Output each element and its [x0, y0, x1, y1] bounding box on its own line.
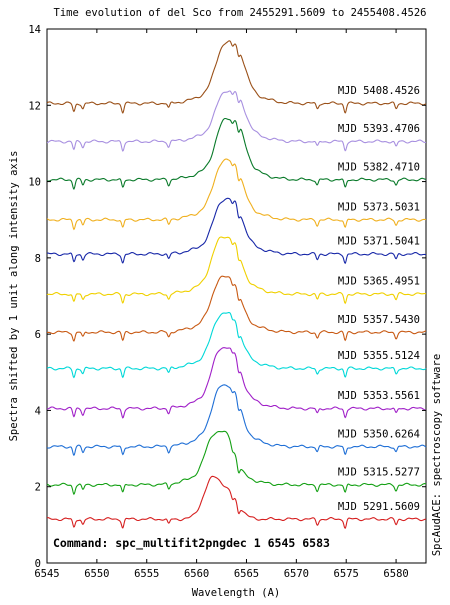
x-axis-ticks: 6545 6550 6555 6560 6565 6570 6575 6580 [34, 29, 409, 580]
x-tick-label: 6580 [383, 568, 408, 580]
chart-title: Time evolution of del Sco from 2455291.5… [54, 7, 427, 19]
spectrum-line-10 [46, 117, 427, 190]
x-tick-label: 6550 [84, 568, 109, 580]
y-axis-ticks: 0 2 4 6 8 10 12 14 [28, 24, 426, 570]
series-label-layer: MJD 5291.5609 MJD 5315.5277 MJD 5350.6264 M… [338, 85, 420, 513]
series-label-10: MJD 5382.4710 [338, 161, 420, 173]
y-tick-label: 6 [35, 329, 41, 341]
y-tick-label: 0 [35, 558, 41, 570]
spectrum-line-9 [46, 158, 427, 231]
y-tick-label: 4 [35, 405, 41, 417]
y-tick-label: 10 [28, 177, 41, 189]
series-label-3: MJD 5350.6264 [338, 428, 420, 440]
series-label-1: MJD 5291.5609 [338, 501, 420, 513]
software-credit-label: SpcAudACE: spectroscopy software [431, 354, 443, 556]
spectrum-line-8 [47, 197, 427, 265]
y-tick-label: 8 [35, 253, 41, 265]
series-label-6: MJD 5357.5430 [338, 314, 420, 326]
x-tick-label: 6565 [234, 568, 259, 580]
spectrum-line-5 [46, 311, 427, 379]
spectrum-line-1 [46, 475, 426, 530]
series-label-11: MJD 5393.4706 [338, 123, 420, 135]
x-tick-label: 6555 [134, 568, 159, 580]
spectrum-line-7 [46, 236, 427, 305]
y-tick-label: 12 [28, 100, 41, 112]
y-tick-label: 2 [35, 482, 41, 494]
series-label-12: MJD 5408.4526 [338, 85, 420, 97]
series-label-9: MJD 5373.5031 [338, 201, 420, 213]
x-tick-label: 6560 [184, 568, 209, 580]
x-axis-label: Wavelength (A) [192, 587, 281, 599]
spectrum-line-4 [46, 347, 426, 419]
x-tick-label: 6545 [34, 568, 59, 580]
y-tick-label: 14 [28, 24, 41, 36]
spectrum-line-11 [46, 90, 426, 152]
series-label-4: MJD 5353.5561 [338, 390, 420, 402]
spectrum-line-6 [46, 275, 427, 342]
x-tick-label: 6575 [334, 568, 359, 580]
x-tick-label: 6570 [284, 568, 309, 580]
spectrum-line-2 [46, 430, 427, 496]
y-axis-label: Spectra shifted by 1 unit along intensit… [8, 151, 20, 442]
series-label-2: MJD 5315.5277 [338, 466, 420, 478]
spectrum-line-3 [46, 384, 427, 457]
spectrum-line-12 [46, 40, 427, 114]
series-label-7: MJD 5365.4951 [338, 276, 420, 288]
plot-area-frame [46, 28, 427, 564]
command-annotation: Command: spc_multifit2pngdec 1 6545 6583 [53, 536, 330, 551]
series-label-5: MJD 5355.5124 [338, 350, 420, 362]
series-layer [46, 40, 427, 530]
series-label-8: MJD 5371.5041 [338, 236, 420, 248]
